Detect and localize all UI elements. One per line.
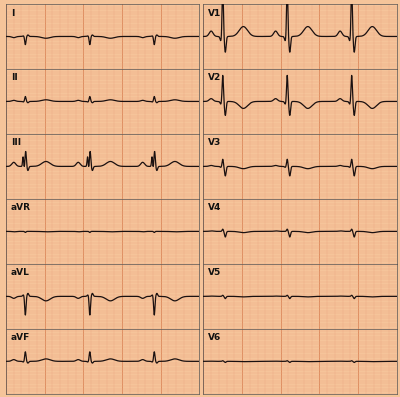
- Text: V1: V1: [208, 8, 222, 17]
- Text: aVF: aVF: [11, 333, 30, 342]
- Text: V5: V5: [208, 268, 222, 278]
- Text: V2: V2: [208, 73, 222, 83]
- Text: aVR: aVR: [11, 203, 31, 212]
- Text: I: I: [11, 8, 14, 17]
- Text: V3: V3: [208, 139, 222, 147]
- Text: III: III: [11, 139, 21, 147]
- Text: II: II: [11, 73, 18, 83]
- Text: aVL: aVL: [11, 268, 30, 278]
- Text: V6: V6: [208, 333, 222, 342]
- Text: V4: V4: [208, 203, 222, 212]
